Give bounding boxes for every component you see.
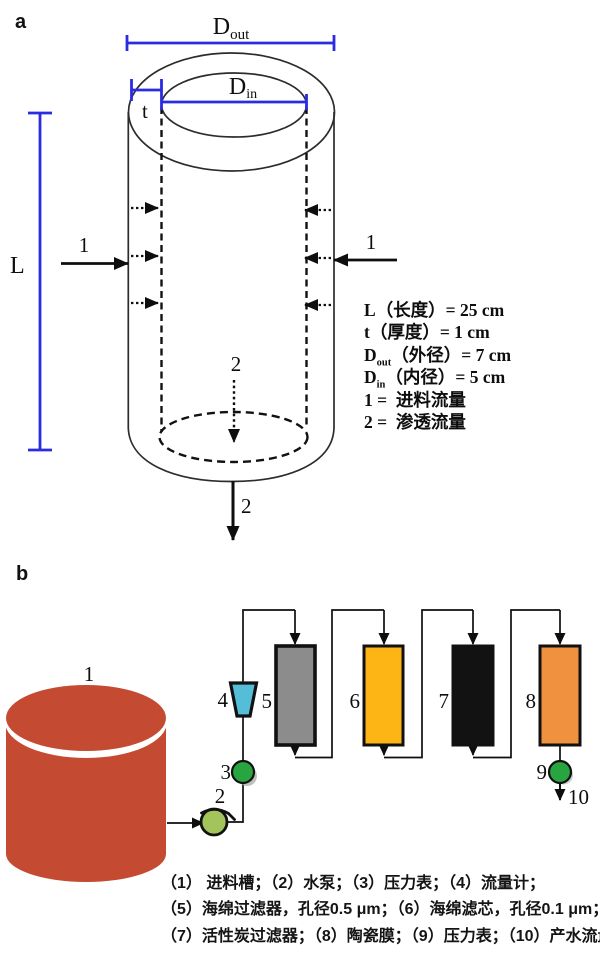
annotation-line: 1 = 进料流量 (364, 389, 466, 410)
annotation-line: Dout（外径）= 7 cm (364, 344, 512, 369)
annotation-line: L（长度）= 25 cm (364, 300, 505, 320)
panel-b-label: b (16, 563, 29, 585)
gauge-out-marker: 9 (537, 760, 548, 784)
pump-marker: 2 (215, 784, 226, 808)
length-label: L (10, 253, 25, 279)
pump-body (199, 807, 229, 837)
caption-line: （7）活性炭过滤器；（8）陶瓷膜；（9）压力表；（10）产水流量。 (161, 927, 600, 945)
permeate-marker-outlet: 2 (241, 494, 252, 518)
feed-marker-right: 1 (366, 230, 377, 254)
panel-a-label: a (15, 11, 27, 33)
annotation-line: 2 = 渗透流量 (364, 412, 466, 433)
outer-top-rim (127, 52, 336, 172)
feed-tank (5, 685, 167, 882)
dimension-lines (28, 35, 336, 452)
pressure-gauge-in (230, 759, 256, 785)
tank-marker: 1 (84, 662, 95, 686)
ceramic-membrane-marker: 8 (526, 689, 537, 713)
pipe-col7-to-col8 (473, 609, 560, 759)
membrane-tube-diagram: Dout Din t L 1 1 2 2 (10, 14, 397, 541)
caption-line: （1） 进料槽；（2）水泵；（3）压力表；（4）流量计； (161, 875, 546, 892)
pipe-col6-to-col7 (384, 609, 473, 759)
pipe-col5-to-col6 (295, 609, 384, 759)
pump (199, 807, 236, 837)
product-marker: 10 (568, 785, 589, 809)
carbon-filter-marker: 7 (439, 689, 450, 713)
wall-flow-arrows (131, 202, 331, 311)
pressure-gauge-out (547, 759, 573, 785)
din-label: Din (229, 74, 257, 102)
caption-line: （5）海绵过滤器，孔径0.5 μm；（6）海绵滤芯，孔径0.1 μm； (161, 901, 600, 919)
inner-bottom-rim (158, 410, 309, 464)
sponge-cartridge-marker: 6 (350, 689, 361, 713)
carbon-filter-column (451, 644, 495, 747)
ceramic-membrane-column (538, 644, 582, 747)
feed-marker-left: 1 (79, 233, 90, 257)
annotation-line: Din（内径）= 5 cm (364, 367, 506, 391)
panel-a-annotations: L（长度）= 25 cm t（厚度）= 1 cm Dout（外径）= 7 cm … (364, 299, 511, 433)
panel-b-caption: （1） 进料槽；（2）水泵；（3）压力表；（4）流量计； （5）海绵过滤器，孔径… (161, 871, 600, 950)
tank-lid (6, 685, 166, 751)
flowmeter-marker: 4 (218, 688, 229, 712)
process-flow-diagram: 1 2 3 4 5 6 7 8 9 10 (5, 609, 589, 882)
outer-cylinder-wall (127, 112, 335, 483)
annotation-line: t（厚度）= 1 cm (364, 322, 490, 343)
permeate-marker-inside: 2 (231, 352, 242, 376)
pump-volute (200, 807, 236, 821)
dout-label: Dout (213, 14, 250, 43)
gauge-in-marker: 3 (221, 760, 232, 784)
thickness-label: t (142, 99, 148, 123)
sponge-cartridge-column (362, 644, 405, 747)
sponge-filter-marker: 5 (262, 689, 273, 713)
flow-meter (228, 681, 259, 718)
sponge-filter-column (274, 644, 317, 747)
